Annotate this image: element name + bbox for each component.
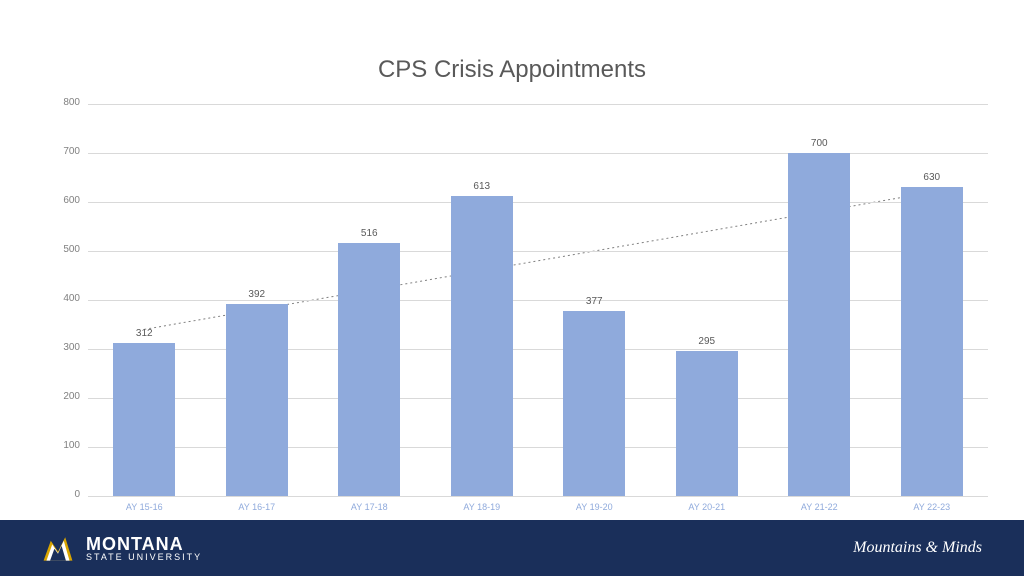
bar (901, 187, 963, 496)
bar-value-label: 700 (811, 138, 828, 149)
xtick-label: AY 21-22 (801, 502, 838, 512)
gridline (88, 496, 988, 497)
xtick-label: AY 20-21 (688, 502, 725, 512)
ytick-label: 100 (40, 440, 80, 451)
xtick-label: AY 22-23 (913, 502, 950, 512)
gridline (88, 398, 988, 399)
ytick-label: 0 (40, 489, 80, 500)
gridline (88, 153, 988, 154)
gridline (88, 251, 988, 252)
gridline (88, 104, 988, 105)
bar (788, 153, 850, 496)
xtick-label: AY 18-19 (463, 502, 500, 512)
footer-bar: MONTANA STATE UNIVERSITY Mountains & Min… (0, 520, 1024, 576)
xtick-label: AY 15-16 (126, 502, 163, 512)
bar-value-label: 377 (586, 296, 603, 307)
brand-name: MONTANA STATE UNIVERSITY (86, 535, 202, 562)
bar-value-label: 516 (361, 228, 378, 239)
bar (451, 196, 513, 496)
brand-block: MONTANA STATE UNIVERSITY (40, 530, 202, 566)
brand-line2: STATE UNIVERSITY (86, 553, 202, 562)
bar (338, 243, 400, 496)
ytick-label: 200 (40, 391, 80, 402)
chart-title: CPS Crisis Appointments (0, 56, 1024, 84)
bar-value-label: 312 (136, 328, 153, 339)
bar-value-label: 392 (248, 289, 265, 300)
bar (563, 311, 625, 496)
gridline (88, 202, 988, 203)
ytick-label: 300 (40, 342, 80, 353)
xtick-label: AY 19-20 (576, 502, 613, 512)
bar (113, 343, 175, 496)
bar-value-label: 630 (923, 172, 940, 183)
xtick-label: AY 17-18 (351, 502, 388, 512)
ytick-label: 800 (40, 97, 80, 108)
tagline: Mountains & Minds (853, 539, 982, 557)
bar-value-label: 295 (698, 336, 715, 347)
brand-line1: MONTANA (86, 535, 202, 553)
gridline (88, 447, 988, 448)
montana-logo-icon (40, 530, 76, 566)
ytick-label: 700 (40, 146, 80, 157)
ytick-label: 600 (40, 195, 80, 206)
bar (676, 351, 738, 496)
ytick-label: 400 (40, 293, 80, 304)
bar-value-label: 613 (473, 181, 490, 192)
ytick-label: 500 (40, 244, 80, 255)
xtick-label: AY 16-17 (238, 502, 275, 512)
gridline (88, 300, 988, 301)
bar (226, 304, 288, 496)
page: CPS Crisis Appointments 312 392 516 613 377 2… (0, 0, 1024, 576)
plot-area: 312 392 516 613 377 295 700 630 (88, 104, 988, 496)
gridline (88, 349, 988, 350)
